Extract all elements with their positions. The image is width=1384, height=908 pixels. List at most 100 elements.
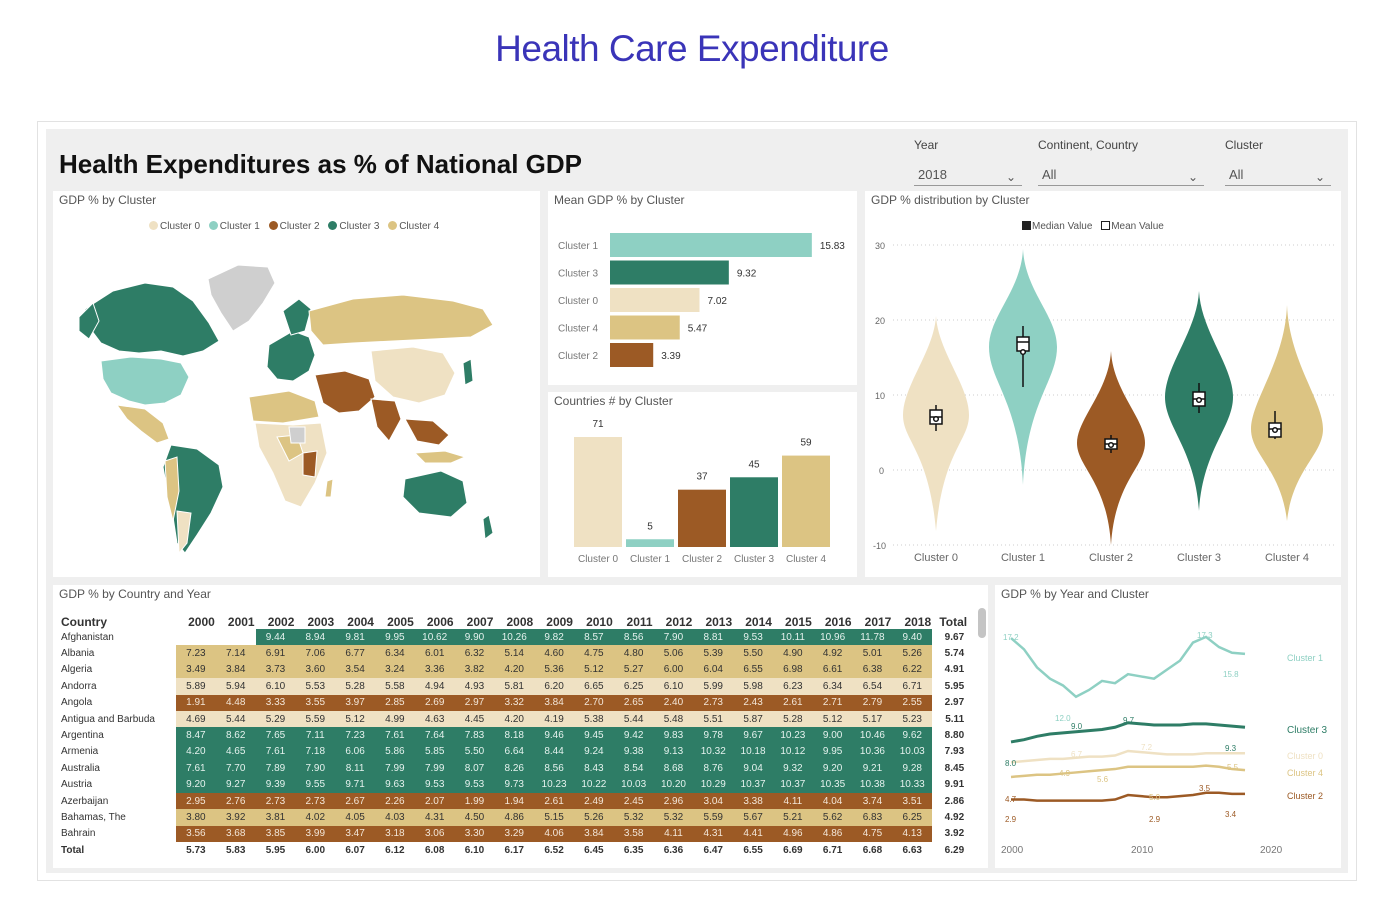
series-line[interactable] (1010, 721, 1246, 744)
table-cell: 10.11 (772, 629, 813, 646)
bar-value: 71 (592, 419, 604, 430)
table-row[interactable]: Andorra 5.89 5.94 6.10 5.53 5.28 5.58 4.94 4.93 5… (59, 678, 968, 695)
countries-count-panel[interactable]: Countries # by Cluster 71 Cluster 0 5 Clust… (548, 392, 857, 577)
header-year[interactable]: 2017 (864, 615, 892, 629)
table-row[interactable]: Bahrain 3.56 3.68 3.85 3.99 3.47 3.18 3.06 3.30 3… (59, 825, 968, 843)
table-cell: 3.04 (693, 792, 734, 810)
line-chart-panel[interactable]: GDP % by Year and Cluster 17.2 17.3 15.8 12… (995, 585, 1341, 868)
series-line[interactable] (1010, 764, 1246, 779)
countries-count-chart[interactable]: 71 Cluster 0 5 Cluster 1 37 Cluster 2 45 Cluste… (548, 392, 857, 577)
matrix-panel[interactable]: GDP % by Country and Year Country 2000 20… (53, 585, 988, 868)
header-year[interactable]: 2013 (705, 615, 733, 629)
bar-label: Cluster 3 (558, 269, 598, 280)
table-cell: 5.12 (335, 710, 375, 728)
table-row[interactable]: Angola 1.91 4.48 3.33 3.55 3.97 2.85 2.69 2.97 3.… (59, 694, 968, 711)
table-cell: 7.23 (335, 727, 375, 744)
bar[interactable] (610, 288, 700, 312)
mean-gdp-panel[interactable]: Mean GDP % by Cluster Cluster 1 15.83 Clus… (548, 191, 857, 385)
bar[interactable] (782, 455, 830, 547)
header-country[interactable]: Country (61, 615, 107, 629)
header-year[interactable]: 2008 (506, 615, 534, 629)
header-year[interactable]: 2014 (745, 615, 772, 629)
series-line[interactable] (1010, 749, 1245, 764)
table-cell: 8.43 (573, 760, 614, 777)
header-year[interactable]: 2002 (267, 615, 295, 629)
header-year[interactable]: 2011 (626, 615, 653, 629)
total-row: Total 5.73 5.83 5.95 6.00 6.07 6.12 6.08 6.10 6.1… (59, 842, 969, 859)
table-cell: 3.92 (215, 809, 256, 826)
bar[interactable] (678, 489, 726, 547)
cluster-dropdown[interactable]: All ⌄ (1225, 164, 1331, 186)
header-year[interactable]: 2003 (307, 615, 335, 629)
table-cell: 9.67 (733, 727, 773, 744)
table-cell: 10.29 (693, 776, 734, 793)
table-cell: 6.25 (613, 678, 654, 695)
map-panel[interactable]: GDP % by Cluster Cluster 0 Cluster 1 Clu… (53, 191, 540, 577)
matrix-table[interactable]: Country 2000 2001 2002 2003 2004 2005 2006 2007… (59, 607, 969, 859)
header-year[interactable]: 2005 (387, 615, 414, 629)
header-year[interactable]: 2018 (904, 615, 932, 629)
legend-item-cluster-4[interactable]: Cluster 4 (388, 221, 439, 232)
bar[interactable] (610, 233, 812, 257)
table-row[interactable]: Austria 9.20 9.27 9.39 9.55 9.71 9.63 9.53 9.53 9… (59, 776, 968, 793)
header-year[interactable]: 2004 (347, 615, 374, 629)
violin-chart[interactable]: 30 20 10 0 -10 Cluster 0 Cluste (865, 191, 1341, 577)
header-year[interactable]: 2012 (665, 615, 693, 629)
table-cell: 1.91 (176, 694, 216, 711)
table-cell: 5.99 (693, 678, 734, 695)
header-year[interactable]: 2000 (188, 615, 215, 629)
header-year[interactable]: 2006 (426, 615, 454, 629)
header-year[interactable]: 2010 (586, 615, 613, 629)
bar[interactable] (574, 437, 622, 547)
country-dropdown[interactable]: All ⌄ (1038, 164, 1204, 186)
table-cell: 5.06 (653, 645, 694, 662)
table-row[interactable]: Algeria 3.49 3.84 3.73 3.60 3.54 3.24 3.36 3.82 4… (59, 661, 968, 679)
bar[interactable] (730, 477, 778, 547)
line-chart[interactable]: 17.2 17.3 15.8 12.09.0 9.7 9.3 8.0 6.7 7.2 5.5 4.9… (995, 585, 1341, 868)
header-total[interactable]: Total (939, 615, 968, 629)
legend-item-cluster-2[interactable]: Cluster 2 (268, 221, 320, 232)
series-label: Cluster 0 (1287, 751, 1323, 761)
legend-item-cluster-3[interactable]: Cluster 3 (328, 221, 379, 232)
header-year[interactable]: 2015 (785, 615, 812, 629)
legend-item-cluster-1[interactable]: Cluster 1 (208, 221, 260, 232)
table-cell: 9.71 (335, 776, 375, 793)
header-year[interactable]: 2016 (824, 615, 852, 629)
bar[interactable] (610, 343, 654, 367)
table-cell: 10.38 (852, 776, 893, 793)
table-row[interactable]: Argentina 8.47 8.62 7.65 7.11 7.23 7.61 7.64 7.8… (59, 727, 968, 744)
bar[interactable] (610, 315, 680, 340)
table-row[interactable]: Antigua and Barbuda 4.69 5.44 5.29 5.59 5.12 4… (59, 710, 968, 728)
x-label-cluster-3: Cluster 3 (1177, 552, 1221, 564)
table-row[interactable]: Albania 7.23 7.14 6.91 7.06 6.77 6.34 6.01 6.32 5… (59, 645, 968, 662)
table-cell: 8.44 (534, 743, 574, 761)
table-cell: 6.83 (852, 809, 893, 826)
row-country: Andorra (61, 680, 97, 692)
matrix-scrollbar[interactable] (978, 608, 986, 638)
table-row[interactable]: Australia 7.61 7.70 7.89 7.90 8.11 7.99 7.99 8.0… (59, 760, 968, 777)
table-row[interactable]: Afghanistan 9.44 8.94 9.81 9.95 10.62 9.90 10.2… (59, 629, 968, 646)
world-map[interactable] (53, 191, 540, 577)
table-cell: 2.61 (534, 792, 574, 810)
violin-panel[interactable]: GDP % distribution by Cluster Median Val… (865, 191, 1341, 577)
table-row[interactable]: Azerbaijan 2.95 2.76 2.73 2.73 2.67 2.26 2.07 1.… (59, 792, 968, 810)
total-cell: 6.00 (295, 842, 336, 859)
header-year[interactable]: 2007 (466, 615, 494, 629)
table-cell: 4.92 (812, 645, 853, 662)
header-year[interactable]: 2001 (227, 615, 255, 629)
table-cell: 9.20 (176, 776, 216, 793)
legend-item-cluster-0[interactable]: Cluster 0 (149, 221, 200, 232)
header-year[interactable]: 2009 (546, 615, 573, 629)
bar[interactable] (626, 539, 674, 547)
series-line[interactable] (1010, 635, 1246, 699)
table-row[interactable]: Bahamas, The 3.80 3.92 3.81 4.02 4.05 4.03 4.31… (59, 809, 968, 826)
table-cell: 3.81 (255, 809, 296, 826)
bar[interactable] (610, 260, 729, 285)
table-cell: 5.15 (534, 809, 574, 826)
table-row[interactable]: Armenia 4.20 4.65 7.61 7.18 6.06 5.86 5.85 5.50 6… (59, 743, 968, 761)
series-line[interactable] (1011, 791, 1245, 802)
mean-gdp-chart[interactable]: Cluster 1 15.83 Cluster 3 9.32 Cluster 0 7.02… (548, 191, 857, 385)
year-dropdown[interactable]: 2018 ⌄ (914, 164, 1022, 186)
map-region-greenland (207, 264, 276, 332)
table-cell: 6.61 (812, 661, 853, 679)
